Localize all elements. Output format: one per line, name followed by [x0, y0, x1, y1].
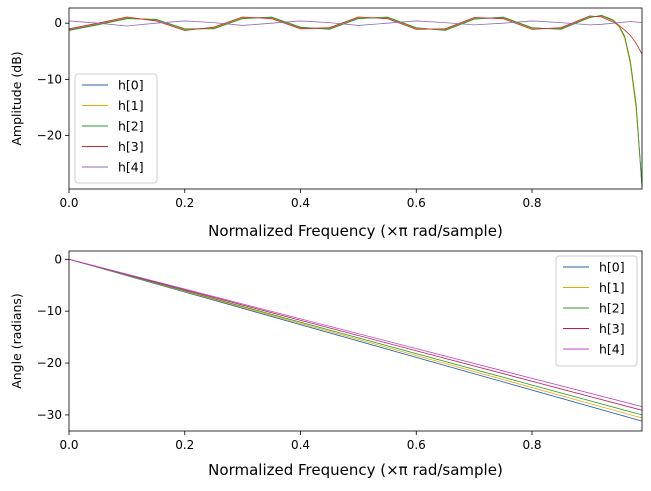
amplitude-panel: 0.0 0.2 0.4 0.6 0.8 0 −10 −20 Amplitude (dB) No… — [9, 7, 643, 240]
angle-lines — [68, 258, 643, 422]
amplitude-ytick-label: 0 — [54, 16, 62, 30]
angle-ytick-label: −30 — [37, 408, 62, 422]
angle-xlabel: Normalized Frequency (×π rad/sample) — [208, 461, 503, 479]
amplitude-lines — [68, 14, 643, 187]
amplitude-xtick-label: 0.4 — [291, 196, 310, 210]
amplitude-xtick-label: 0.2 — [175, 196, 194, 210]
amplitude-legend-label: h[2] — [118, 119, 144, 134]
amplitude-xtick-label: 0.6 — [407, 196, 426, 210]
angle-series-line-0 — [68, 258, 643, 422]
angle-series-line-2 — [68, 258, 643, 416]
amplitude-ytick-label: −10 — [37, 72, 62, 86]
amplitude-series-line-3 — [68, 15, 643, 55]
amplitude-legend: h[0] h[1] h[2] h[3] h[4] — [74, 73, 158, 184]
amplitude-plot-area — [69, 8, 642, 189]
amplitude-frame — [68, 7, 643, 190]
angle-legend-label: h[3] — [599, 321, 625, 336]
angle-frame — [68, 250, 643, 432]
angle-xtick-label: 0.2 — [175, 438, 194, 452]
amplitude-xtick-label: 0.0 — [59, 196, 78, 210]
amplitude-ytick-label: −20 — [37, 129, 62, 143]
angle-series-line-1 — [68, 258, 643, 419]
amplitude-legend-label: h[0] — [118, 78, 144, 93]
angle-ytick-label: −10 — [37, 304, 62, 318]
angle-plot-area — [69, 251, 642, 431]
amplitude-legend-label: h[3] — [118, 139, 144, 154]
amplitude-xlabel: Normalized Frequency (×π rad/sample) — [208, 222, 503, 240]
angle-ytick-label: −20 — [37, 356, 62, 370]
angle-xtick-label: 0.0 — [59, 438, 78, 452]
amplitude-series-line-4 — [68, 20, 643, 27]
angle-xtick-label: 0.4 — [291, 438, 310, 452]
angle-legend-label: h[4] — [599, 342, 625, 357]
angle-legend-box — [555, 255, 638, 367]
angle-ytick-label: 0 — [54, 252, 62, 266]
amplitude-ticks: 0.0 0.2 0.4 0.6 0.8 0 −10 −20 — [37, 16, 542, 210]
angle-series-line-3 — [68, 258, 643, 411]
angle-ticks: 0.0 0.2 0.4 0.6 0.8 0 −10 −20 −30 — [37, 252, 542, 452]
angle-legend: h[0] h[1] h[2] h[3] h[4] — [555, 255, 638, 367]
angle-panel: 0.0 0.2 0.4 0.6 0.8 0 −10 −20 −30 Angle (radians… — [9, 250, 643, 479]
angle-xtick-label: 0.8 — [522, 438, 541, 452]
angle-legend-label: h[0] — [599, 260, 625, 275]
amplitude-ylabel: Amplitude (dB) — [9, 51, 24, 145]
angle-ylabel: Angle (radians) — [9, 293, 24, 389]
angle-legend-label: h[1] — [599, 280, 625, 295]
angle-series-line-4 — [68, 258, 643, 408]
amplitude-legend-box — [74, 73, 158, 184]
amplitude-legend-label: h[1] — [118, 98, 144, 113]
angle-xtick-label: 0.6 — [407, 438, 426, 452]
angle-legend-label: h[2] — [599, 301, 625, 316]
amplitude-legend-label: h[4] — [118, 160, 144, 175]
amplitude-xtick-label: 0.8 — [522, 196, 541, 210]
